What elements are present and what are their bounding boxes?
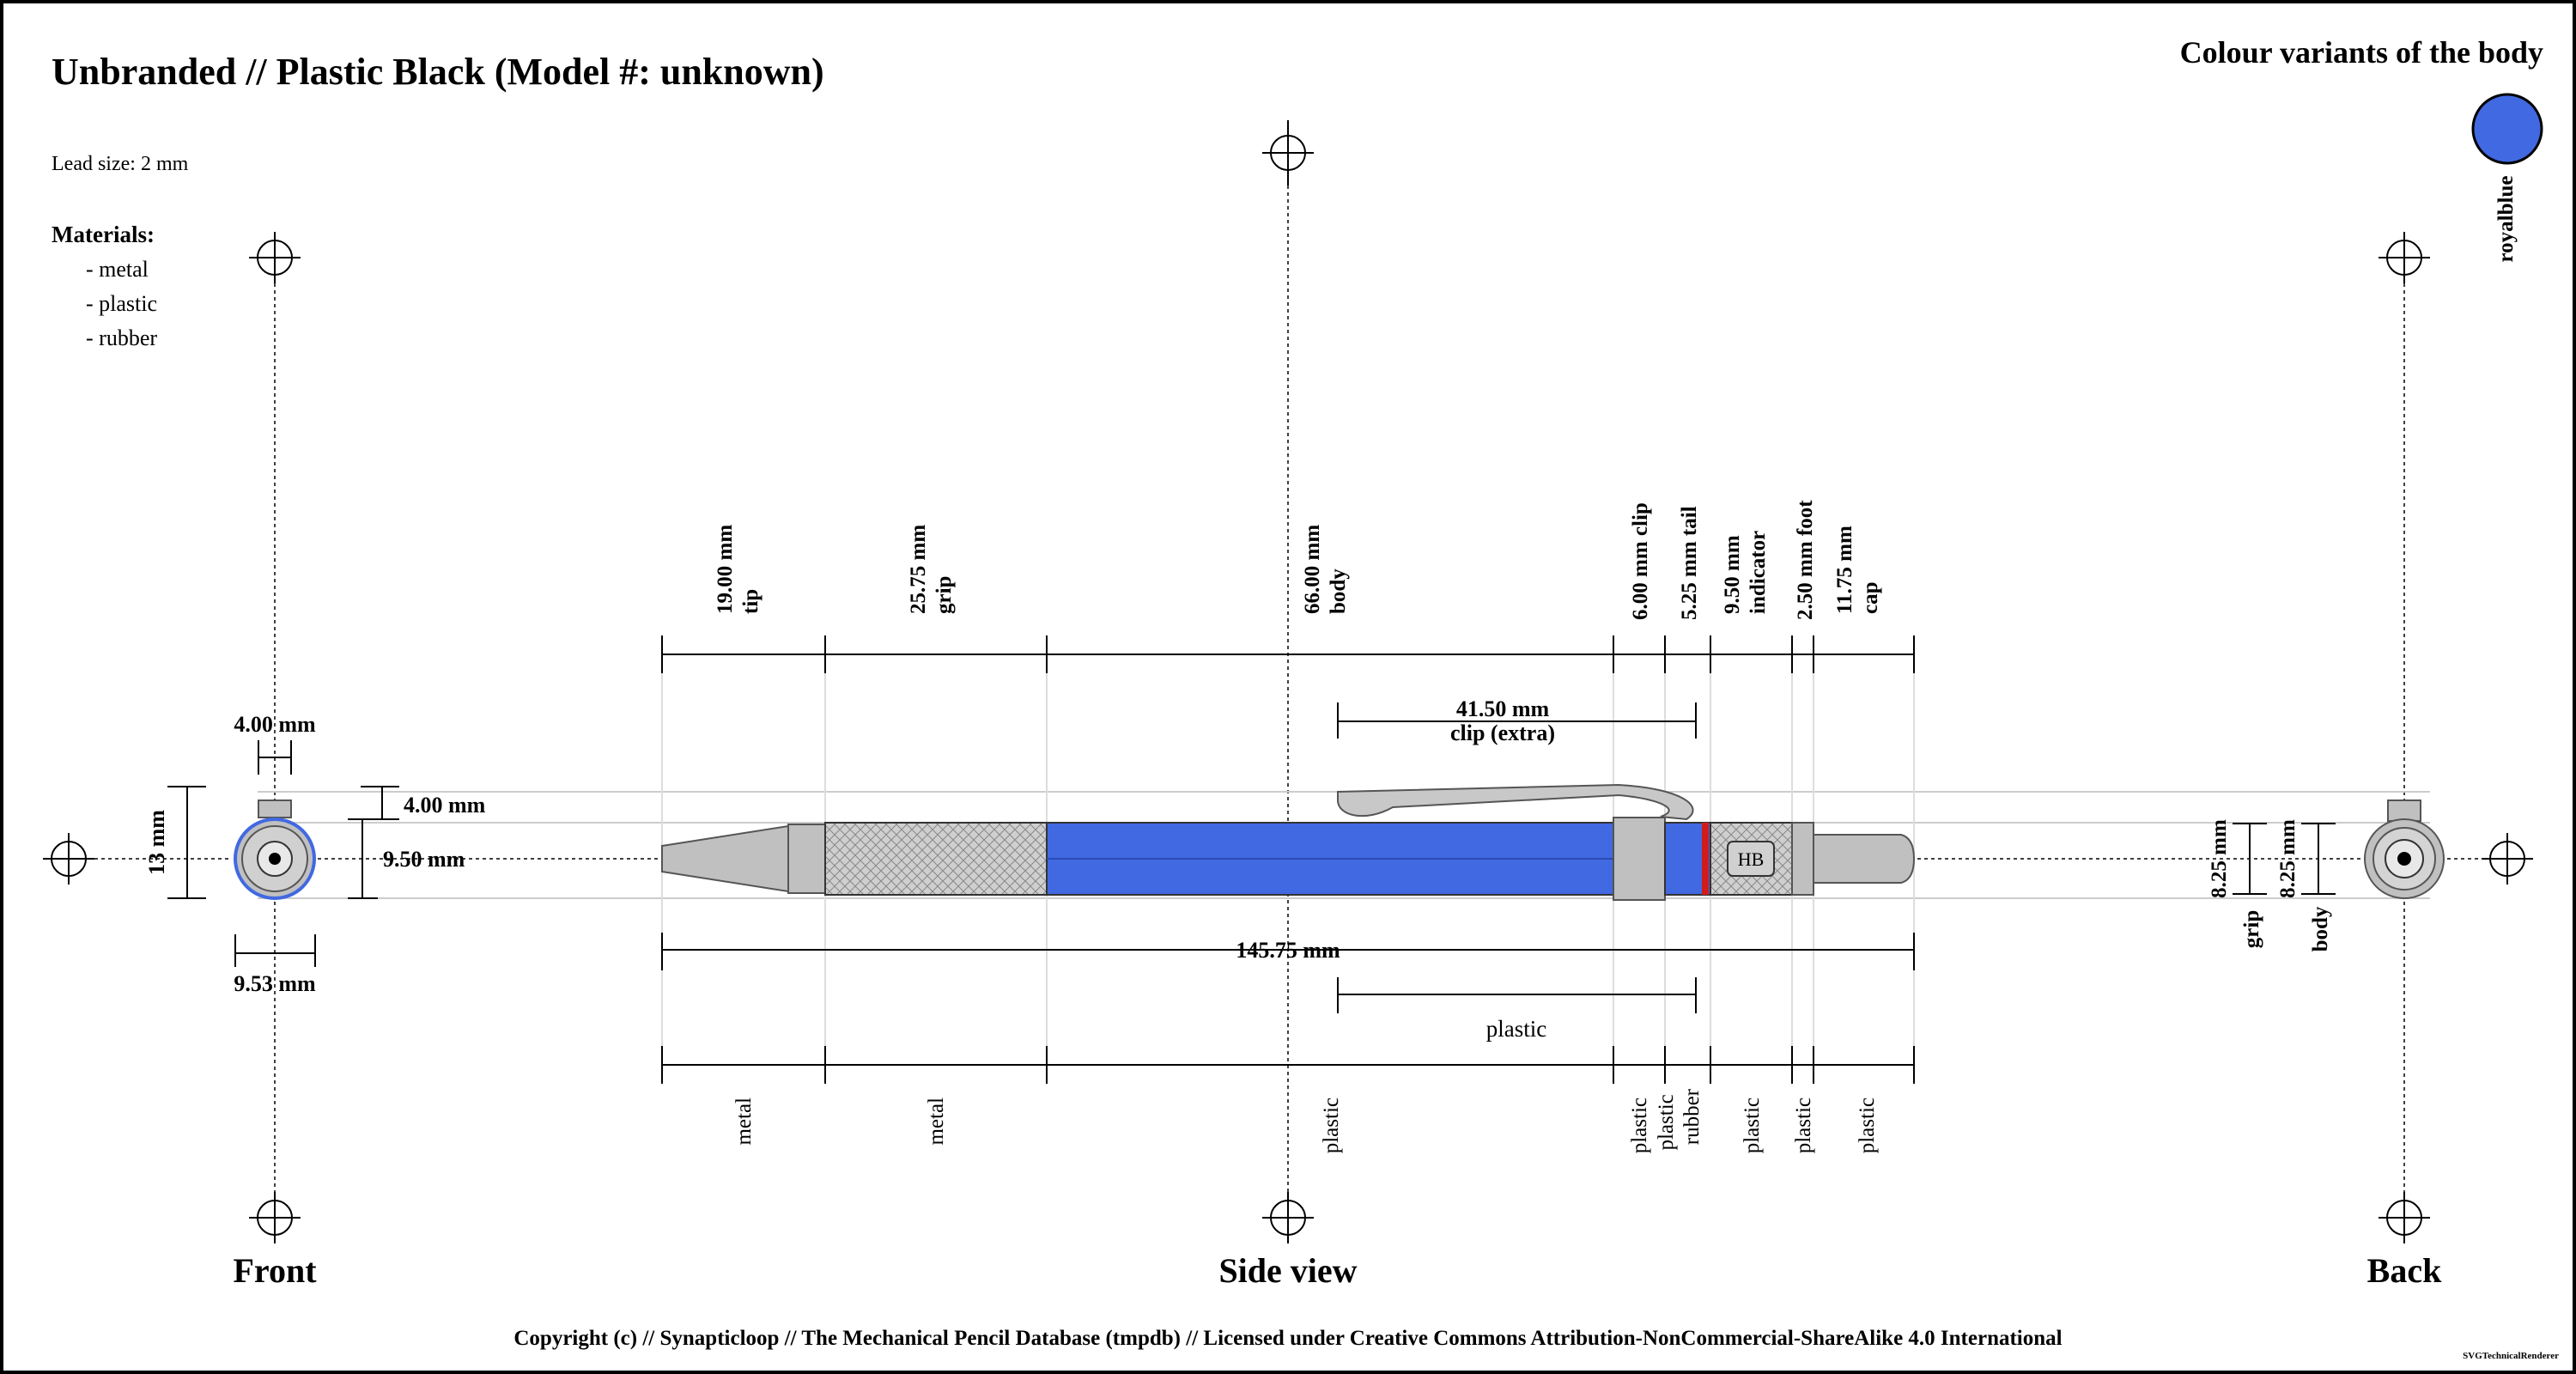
pencil-rubber-band <box>1702 823 1709 895</box>
view-title-side: Side view <box>1218 1251 1357 1290</box>
segment-length-cap: 11.75 mm <box>1833 526 1856 614</box>
material-tip: metal <box>732 1097 756 1146</box>
back-view: 8.25 mm grip 8.25 mm body <box>2208 799 2445 951</box>
front-clip <box>258 799 292 818</box>
material-foot: plastic <box>1792 1097 1815 1153</box>
back-dim-grip-label: grip <box>2240 910 2263 948</box>
materials-heading: Materials: <box>52 222 155 247</box>
materials-item: - plastic <box>86 291 157 316</box>
clip-material-dimension <box>1337 977 1697 1013</box>
view-title-front: Front <box>233 1251 317 1290</box>
colour-swatch-royalblue <box>2471 93 2543 165</box>
segment-name-body: body <box>1327 568 1350 614</box>
segment-labels: 19.00 mm tip 25.75 mm grip 66.00 mm body… <box>714 500 1882 620</box>
front-dim-clip-width: 4.00 mm <box>234 712 316 737</box>
side-view: HB 19.00 mm tip 25.75 mm grip 66.00 mm b… <box>661 500 1916 1153</box>
top-dimension-chain <box>661 635 1915 673</box>
segment-label-tail: 5.25 mm tail <box>1678 506 1701 620</box>
centre-lines <box>94 185 2482 1192</box>
pencil-foot <box>1791 822 1814 896</box>
pencil-clip-ring <box>1613 817 1666 901</box>
crosshair <box>249 1192 301 1243</box>
colour-variants-heading: Colour variants of the body <box>2180 35 2543 70</box>
material-indicator: plastic <box>1741 1097 1764 1153</box>
total-length-dimension <box>661 933 1915 970</box>
material-dimension-chain <box>661 1046 1915 1084</box>
crosshair <box>249 232 301 283</box>
segment-name-indicator: indicator <box>1747 531 1770 614</box>
lead-size: Lead size: 2 mm <box>52 153 189 175</box>
front-lead-hole <box>269 853 281 865</box>
material-cap: plastic <box>1856 1097 1879 1153</box>
front-dim-height: 13 mm <box>144 810 169 875</box>
materials-item: - rubber <box>86 325 157 350</box>
crosshairs <box>43 120 2533 1243</box>
material-labels: metal metal plastic plastic plastic rubb… <box>732 1088 1879 1153</box>
front-dim-body-diameter: 9.50 mm <box>383 847 465 872</box>
crosshair <box>1262 1192 1314 1243</box>
crosshair <box>2482 833 2533 885</box>
pencil-cap <box>1813 834 1916 884</box>
front-dim-width: 9.53 mm <box>234 971 316 996</box>
back-dim-body-label: body <box>2309 906 2332 951</box>
segment-length-body: 66.00 mm <box>1301 525 1324 614</box>
clip-extra-label: clip (extra) <box>1450 720 1555 745</box>
crosshair <box>2379 232 2430 283</box>
hardness-label: HB <box>1738 848 1765 870</box>
crosshair <box>2379 1192 2430 1243</box>
back-lead-hole <box>2397 852 2411 866</box>
material-tail-line: plastic <box>1655 1094 1678 1150</box>
pencil-clip <box>1337 783 1694 821</box>
clip-extra-dimension <box>1337 702 1697 739</box>
crosshair <box>43 833 94 885</box>
materials-item: - metal <box>86 257 149 282</box>
page-title: Unbranded // Plastic Black (Model #: unk… <box>52 51 824 93</box>
segment-length-grip: 25.75 mm <box>907 525 930 614</box>
segment-name-tip: tip <box>739 589 762 614</box>
hardness-window <box>1727 841 1775 877</box>
front-view: 4.00 mm 13 mm 4.00 mm 9.50 mm 9.53 mm <box>144 712 486 996</box>
back-dim-body-value: 8.25 mm <box>2276 819 2300 898</box>
clip-extra-length: 41.50 mm <box>1456 696 1550 721</box>
segment-label-foot: 2.50 mm foot <box>1794 500 1817 620</box>
total-length: 145.75 mm <box>1236 938 1340 963</box>
pencil-tip-collar <box>787 824 826 894</box>
segment-name-cap: cap <box>1859 582 1882 615</box>
material-grip: metal <box>925 1097 948 1146</box>
back-clip <box>2387 799 2421 822</box>
pencil-grip <box>824 822 1048 896</box>
crosshair <box>1262 120 1314 185</box>
material-tail: plastic rubber <box>1655 1088 1704 1150</box>
material-body: plastic <box>1320 1097 1343 1153</box>
segment-name-grip: grip <box>933 576 956 614</box>
clip-material: plastic <box>1486 1016 1546 1042</box>
front-dim-clip-height: 4.00 mm <box>404 793 486 818</box>
renderer-credit: SVGTechnicalRenderer <box>2463 1351 2559 1361</box>
colour-swatch-label: royalblue <box>2494 176 2518 263</box>
segment-label-clip: 6.00 mm clip <box>1629 502 1652 620</box>
segment-length-tip: 19.00 mm <box>714 525 737 614</box>
view-title-back: Back <box>2367 1251 2442 1290</box>
material-tail-line: rubber <box>1680 1088 1704 1145</box>
back-dim-grip-value: 8.25 mm <box>2208 819 2231 898</box>
copyright: Copyright (c) // Synapticloop // The Mec… <box>513 1327 2062 1350</box>
material-clip: plastic <box>1628 1097 1651 1153</box>
segment-length-indicator: 9.50 mm <box>1721 535 1744 614</box>
